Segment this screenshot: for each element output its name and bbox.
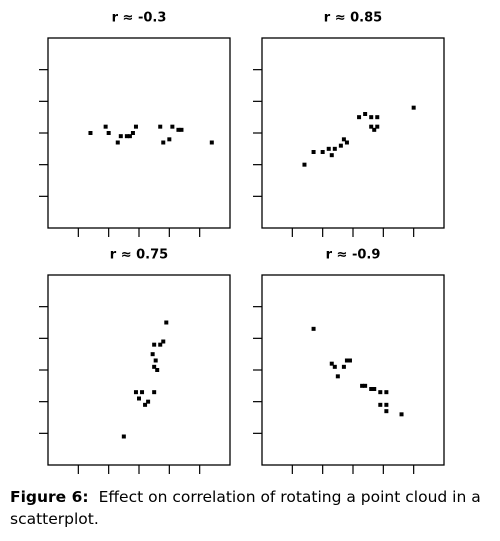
point bbox=[103, 124, 108, 129]
point bbox=[375, 124, 380, 129]
point bbox=[121, 434, 126, 439]
point bbox=[360, 383, 365, 388]
point bbox=[320, 150, 325, 154]
point bbox=[344, 358, 349, 363]
point bbox=[411, 105, 416, 110]
point bbox=[158, 342, 163, 347]
point bbox=[378, 390, 383, 395]
chart-title: r ≈ 0.85 bbox=[324, 11, 382, 26]
point bbox=[179, 127, 184, 132]
point bbox=[384, 390, 389, 395]
point bbox=[158, 124, 163, 129]
point bbox=[363, 383, 368, 388]
point bbox=[176, 127, 181, 132]
point bbox=[118, 134, 123, 139]
point bbox=[384, 409, 389, 414]
point bbox=[209, 140, 214, 145]
point bbox=[302, 162, 307, 167]
point bbox=[115, 140, 120, 145]
chart-title: r ≈ -0.9 bbox=[326, 248, 381, 263]
point bbox=[311, 150, 316, 154]
point bbox=[326, 146, 331, 151]
point bbox=[137, 396, 141, 401]
point bbox=[133, 124, 138, 129]
point bbox=[133, 390, 138, 395]
figure: r ≈ -0.3 r ≈ 0.85 r ≈ 0.75 r ≈ -0.9 bbox=[39, 11, 445, 474]
point bbox=[329, 153, 334, 158]
point bbox=[153, 358, 158, 363]
point bbox=[130, 131, 135, 135]
chart-title: r ≈ -0.3 bbox=[112, 11, 167, 26]
point bbox=[363, 112, 368, 116]
point bbox=[311, 326, 316, 331]
plot-frame bbox=[261, 274, 445, 466]
point bbox=[344, 140, 349, 145]
point bbox=[152, 342, 157, 347]
point bbox=[369, 124, 374, 129]
point bbox=[152, 364, 157, 369]
point bbox=[161, 339, 166, 344]
plot-frame bbox=[47, 37, 231, 229]
point bbox=[332, 146, 337, 151]
point bbox=[399, 412, 404, 417]
point bbox=[329, 361, 334, 366]
point bbox=[341, 364, 346, 369]
point bbox=[375, 115, 380, 120]
point bbox=[338, 143, 343, 148]
figure-label: Figure 6: bbox=[10, 488, 89, 506]
point bbox=[384, 402, 389, 407]
point bbox=[341, 137, 346, 142]
point bbox=[152, 390, 157, 395]
plot-frame bbox=[47, 274, 231, 466]
point bbox=[164, 320, 169, 325]
point bbox=[332, 364, 337, 369]
point bbox=[369, 115, 374, 120]
point bbox=[372, 387, 377, 391]
point bbox=[106, 131, 111, 135]
point bbox=[140, 390, 145, 395]
point bbox=[124, 134, 129, 139]
point bbox=[369, 387, 374, 391]
point bbox=[372, 127, 377, 132]
caption-text: Effect on correlation of rotating a poin… bbox=[10, 488, 481, 528]
point bbox=[335, 374, 340, 379]
point bbox=[155, 368, 160, 372]
point bbox=[150, 352, 155, 357]
plot-frame bbox=[261, 37, 445, 229]
point bbox=[161, 140, 166, 145]
point bbox=[167, 137, 172, 142]
caption: Figure 6: Effect on correlation of rotati… bbox=[10, 486, 495, 530]
point bbox=[378, 402, 383, 407]
point bbox=[170, 124, 175, 129]
point bbox=[357, 115, 362, 120]
point bbox=[347, 358, 352, 363]
point bbox=[143, 402, 148, 407]
point bbox=[146, 399, 151, 404]
chart-title: r ≈ 0.75 bbox=[110, 248, 168, 263]
point bbox=[127, 134, 132, 139]
point bbox=[88, 131, 93, 135]
